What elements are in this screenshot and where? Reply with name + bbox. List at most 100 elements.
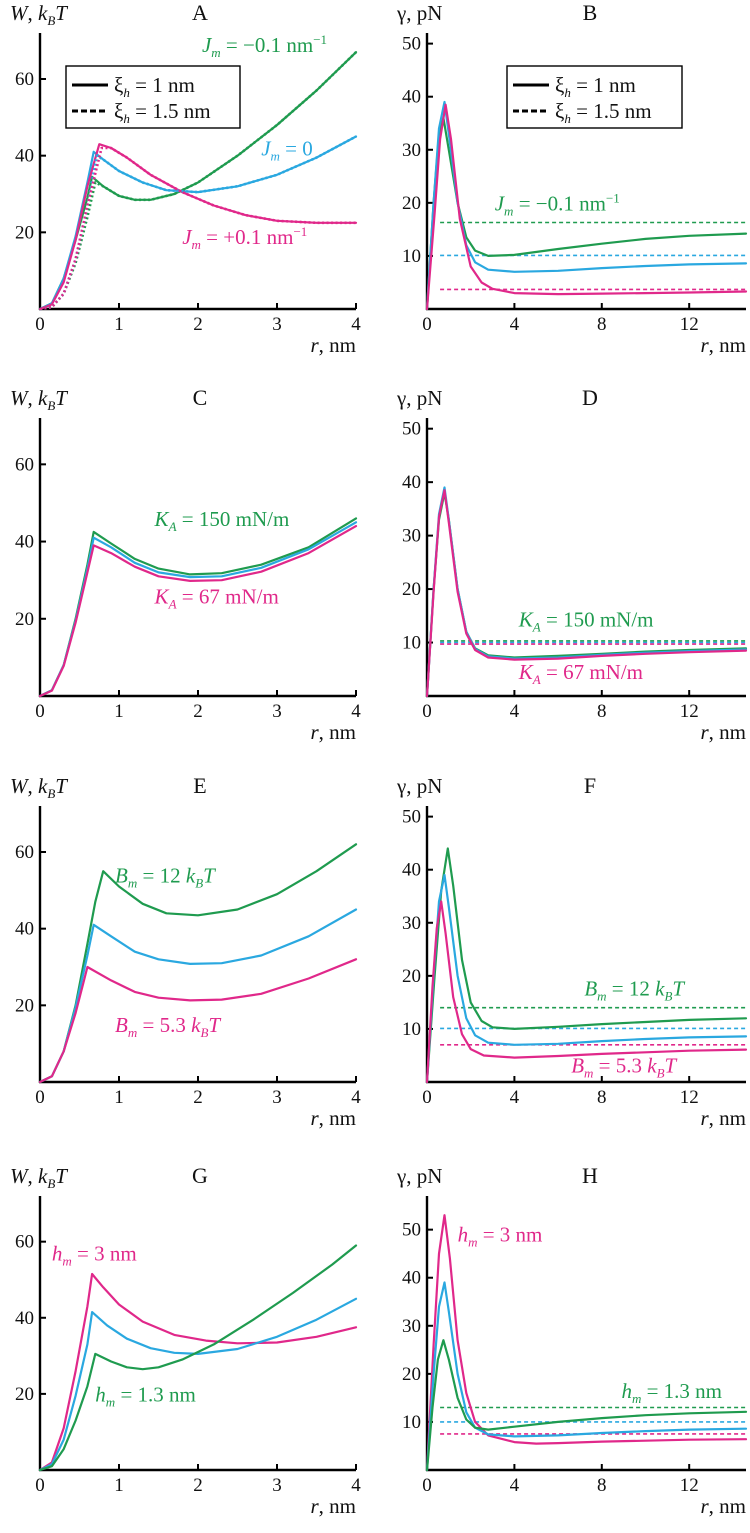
x-tick-label: 12 [680, 314, 699, 335]
y-axis-label: W, kBT [10, 386, 68, 413]
annotation-part: K [518, 660, 534, 684]
x-axis-label-var: r [310, 333, 319, 357]
y-axis-label-var: W [10, 386, 30, 410]
x-axis-label: r, nm [310, 333, 356, 357]
y-axis-label-k: k [38, 386, 48, 410]
annotation-green: Bm = 12 kBT [584, 976, 685, 1003]
annotation-part: A [168, 519, 177, 534]
legend-label: ξh = 1.5 nm [555, 99, 652, 126]
legend-text: = 1 nm [130, 73, 195, 97]
y-tick-label: 10 [402, 633, 421, 654]
x-tick-label: 1 [114, 314, 124, 335]
annotation-part: h [95, 1383, 106, 1407]
y-tick-label: 20 [402, 1364, 421, 1385]
legend-label: ξh = 1 nm [555, 73, 636, 100]
annotation-magenta: Bm = 5.3 kBT [115, 1013, 221, 1040]
annotation-part: h [52, 1242, 63, 1266]
x-tick-label: 0 [422, 1475, 432, 1496]
y-tick-label: 30 [402, 140, 421, 161]
annotation-part: m [584, 1065, 593, 1080]
x-tick-label: 4 [351, 1087, 361, 1108]
x-axis-label-unit: , nm [709, 1106, 746, 1130]
y-tick-label: 20 [15, 222, 34, 243]
y-tick-label: 10 [402, 1412, 421, 1433]
y-tick-label: 60 [15, 842, 34, 863]
legend-sym: ξ [114, 99, 123, 123]
annotation-part: m [106, 1395, 115, 1410]
y-axis-label: γ, pN [396, 386, 442, 410]
legend-sub: h [123, 85, 130, 100]
annotation-part: B [115, 864, 128, 888]
y-tick-label: 20 [15, 609, 34, 630]
annotation-part: −1 [606, 190, 620, 205]
y-axis-label-sep: , [28, 1164, 39, 1188]
annotation-part: k [655, 976, 665, 1000]
y-axis-label-unit: γ, pN [396, 1, 442, 25]
x-tick-label: 12 [680, 1087, 699, 1108]
y-axis-label-unit: γ, pN [396, 1164, 442, 1188]
y-axis-label-var: W [10, 774, 30, 798]
y-tick-label: 40 [15, 1308, 34, 1329]
x-tick-label: 0 [422, 1087, 432, 1108]
x-tick-label: 0 [35, 1087, 45, 1108]
y-axis-label: γ, pN [396, 1, 442, 25]
series-line-magenta-solid [38, 524, 358, 698]
x-tick-label: 12 [680, 1475, 699, 1496]
annotation-part: k [186, 864, 196, 888]
series-line-magenta-solid [38, 958, 358, 1084]
annotation-part: = 67 mN/m [177, 584, 279, 608]
annotation-part: T [665, 1053, 678, 1077]
y-axis-label: W, kBT [10, 1, 68, 28]
y-tick-label: 20 [15, 1384, 34, 1405]
annotation-part: T [672, 976, 685, 1000]
annotation-magenta: Bm = 5.3 kBT [571, 1053, 677, 1080]
y-axis-label-unit: γ, pN [396, 386, 442, 410]
y-axis-label-var: W [10, 1, 30, 25]
series-line-magenta-solid [425, 489, 748, 698]
x-tick-label: 3 [272, 701, 282, 722]
annotation-green: KA = 150 mN/m [518, 608, 654, 635]
annotation-part: = −0.1 nm [221, 33, 314, 57]
legend-label: ξh = 1 nm [114, 73, 195, 100]
annotation-part: = 150 mN/m [177, 507, 290, 531]
legend-sym: ξ [114, 73, 123, 97]
series-line-blue-solid [38, 908, 358, 1084]
x-tick-label: 0 [35, 314, 45, 335]
panel-letter: A [192, 0, 208, 25]
legend-sub: h [123, 111, 130, 126]
y-tick-label: 10 [402, 1019, 421, 1040]
x-tick-label: 4 [351, 314, 361, 335]
x-tick-label: 12 [680, 701, 699, 722]
y-tick-label: 30 [402, 1316, 421, 1337]
x-axis-label: r, nm [310, 720, 356, 744]
x-tick-label: 1 [114, 701, 124, 722]
panel-letter: H [582, 1163, 598, 1188]
x-tick-label: 4 [351, 701, 361, 722]
series-line-blue-solid [38, 1297, 358, 1472]
annotation-part: B [195, 876, 203, 891]
legend-box [65, 65, 241, 129]
annotation-magenta: hm = 3 nm [458, 1223, 543, 1250]
annotation-part: m [192, 237, 201, 252]
x-tick-label: 0 [35, 701, 45, 722]
annotation-part: J [495, 191, 506, 215]
annotation-magenta: Jm = +0.1 nm−1 [182, 224, 307, 252]
y-tick-label: 40 [15, 146, 34, 167]
annotation-green: Bm = 12 kBT [115, 864, 216, 891]
x-axis-label-var: r [310, 1494, 319, 1518]
annotation-part: k [647, 1053, 657, 1077]
annotation-part: B [584, 976, 597, 1000]
annotation-part: K [154, 507, 170, 531]
panel-b: 0 4 8 12 10 20 30 40 50 γ, pN r, nm B Jm = −0.1 nm−1… [396, 0, 748, 357]
x-axis-label-var: r [310, 1106, 319, 1130]
y-axis-label: γ, pN [396, 1164, 442, 1188]
annotation-magenta: KA = 67 mN/m [518, 660, 643, 687]
y-axis-label-k: k [38, 1164, 48, 1188]
annotation-part: = 0 [280, 137, 313, 161]
x-tick-label: 4 [510, 1087, 520, 1108]
